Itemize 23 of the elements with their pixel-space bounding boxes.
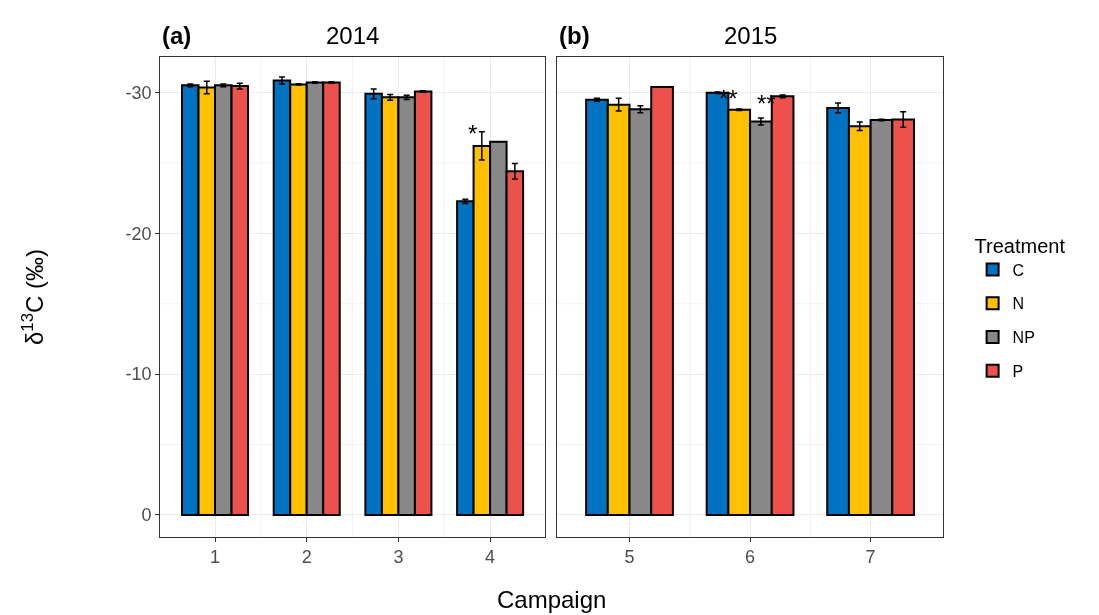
legend-label: P xyxy=(1012,363,1024,381)
x-tick-label: 2 xyxy=(301,547,312,568)
x-tick-label: 7 xyxy=(865,547,876,568)
legend-title: Treatment xyxy=(974,234,1066,257)
text: (b) xyxy=(559,22,590,49)
y-tick-label: -10 xyxy=(125,364,152,385)
x-tick-label: 6 xyxy=(745,547,756,568)
chart-title: 2015 xyxy=(724,22,778,49)
x-tick-label: 1 xyxy=(210,547,221,568)
annotation: * xyxy=(468,120,478,147)
y-tick-label: -30 xyxy=(125,82,152,103)
y-tick-label: -20 xyxy=(125,223,152,244)
text: (a) xyxy=(162,22,192,49)
annotation: ** xyxy=(719,85,738,112)
legend-label: N xyxy=(1012,295,1025,313)
y-tick-label: 0 xyxy=(141,505,152,526)
x-tick-label: 3 xyxy=(393,547,404,568)
x-tick-label: 4 xyxy=(485,547,496,568)
chart-title: 2014 xyxy=(326,22,380,49)
x-tick-label: 5 xyxy=(624,547,635,568)
legend-label: NP xyxy=(1012,329,1035,347)
x-axis-title: Campaign xyxy=(497,586,607,613)
legend-label: C xyxy=(1012,261,1025,279)
